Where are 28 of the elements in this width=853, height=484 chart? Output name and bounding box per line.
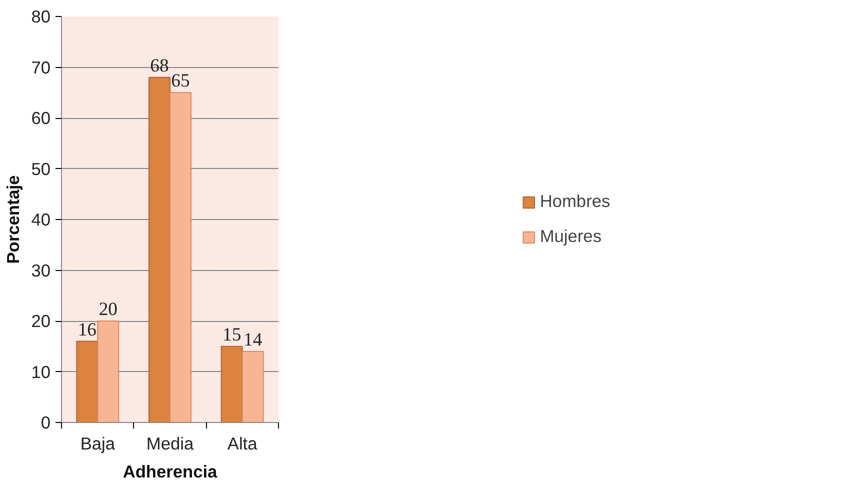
y-axis-title: Porcentaje [3,174,24,264]
y-tick-label: 80 [31,6,51,26]
legend-label: Hombres [540,191,610,212]
bar [170,92,192,422]
data-label: 15 [222,324,242,346]
y-tick-label: 20 [31,311,51,331]
x-tick-label: Media [146,434,194,454]
data-label: 68 [150,55,169,76]
data-label: 65 [171,70,190,92]
data-label: 20 [98,299,118,320]
bar [242,350,264,422]
bar [97,320,120,422]
y-tick-label: 60 [31,108,51,128]
x-tick-label: Baja [80,434,116,454]
bar [220,346,243,422]
y-tick-label: 0 [40,412,51,432]
y-tick-label: 50 [31,158,51,179]
y-tick-label: 40 [31,210,51,230]
y-tick-label: 70 [31,57,51,78]
x-tick-label: Alta [227,434,258,454]
y-tick-label: 30 [31,260,51,280]
x-axis-title: Adherencia [122,462,218,482]
y-tick-label: 10 [31,362,51,382]
legend-label: Mujeres [540,226,602,247]
data-label: 14 [243,329,263,350]
data-label: 16 [78,319,97,340]
bar [76,340,98,422]
bar [148,76,170,422]
